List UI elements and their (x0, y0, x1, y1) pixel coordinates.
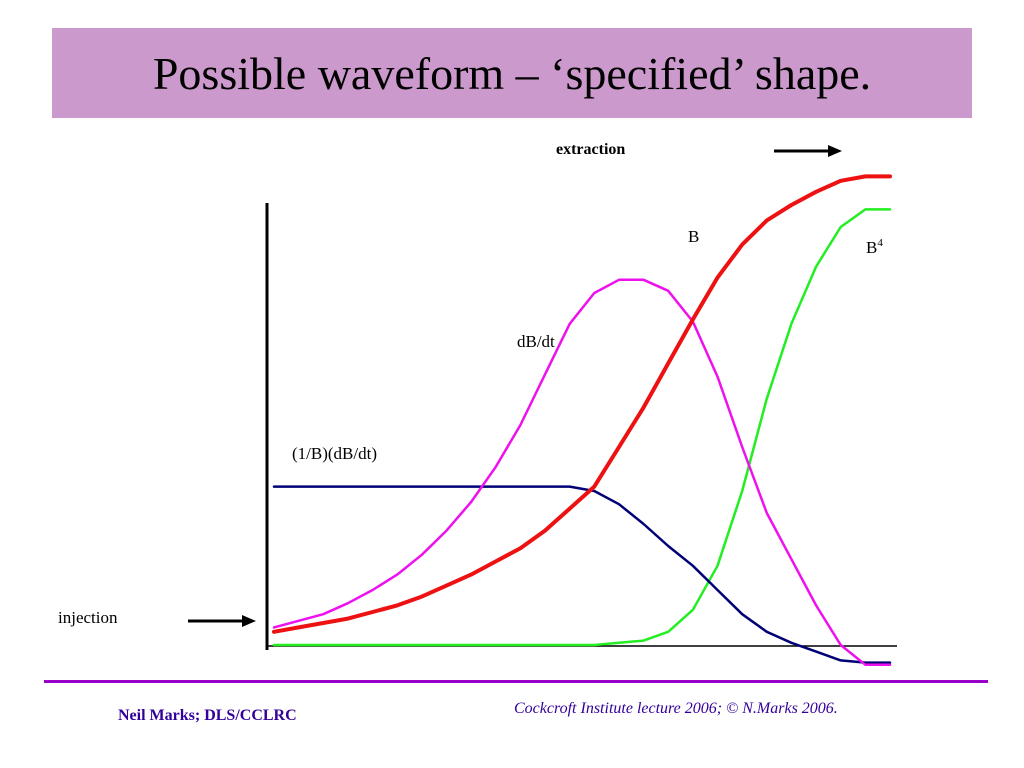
arrow-head-injection (242, 615, 256, 627)
slide-title: Possible waveform – ‘specified’ shape. (152, 47, 872, 99)
series-line-b-4 (272, 208, 892, 647)
annotation-injection: injection (58, 608, 118, 627)
title-bar: Possible waveform – ‘specified’ shape. (52, 28, 972, 118)
series-line-b (272, 174, 892, 634)
annotation-extraction: extraction (556, 141, 625, 158)
series-label-db-dt: dB/dt (517, 332, 555, 351)
footer-author: Neil Marks; DLS/CCLRC (118, 707, 297, 724)
series-label-b: B (688, 227, 699, 246)
series-label-1-b-db-dt: (1/B)(dB/dt) (292, 444, 377, 463)
series-line-1-b-db-dt (272, 485, 892, 664)
footer-divider (44, 680, 988, 683)
series-label-b-4: B4 (866, 237, 883, 257)
footer-copyright: Cockcroft Institute lecture 2006; © N.Ma… (514, 700, 838, 717)
arrow-head-extraction (828, 145, 842, 157)
series-line-db-dt (272, 278, 892, 667)
